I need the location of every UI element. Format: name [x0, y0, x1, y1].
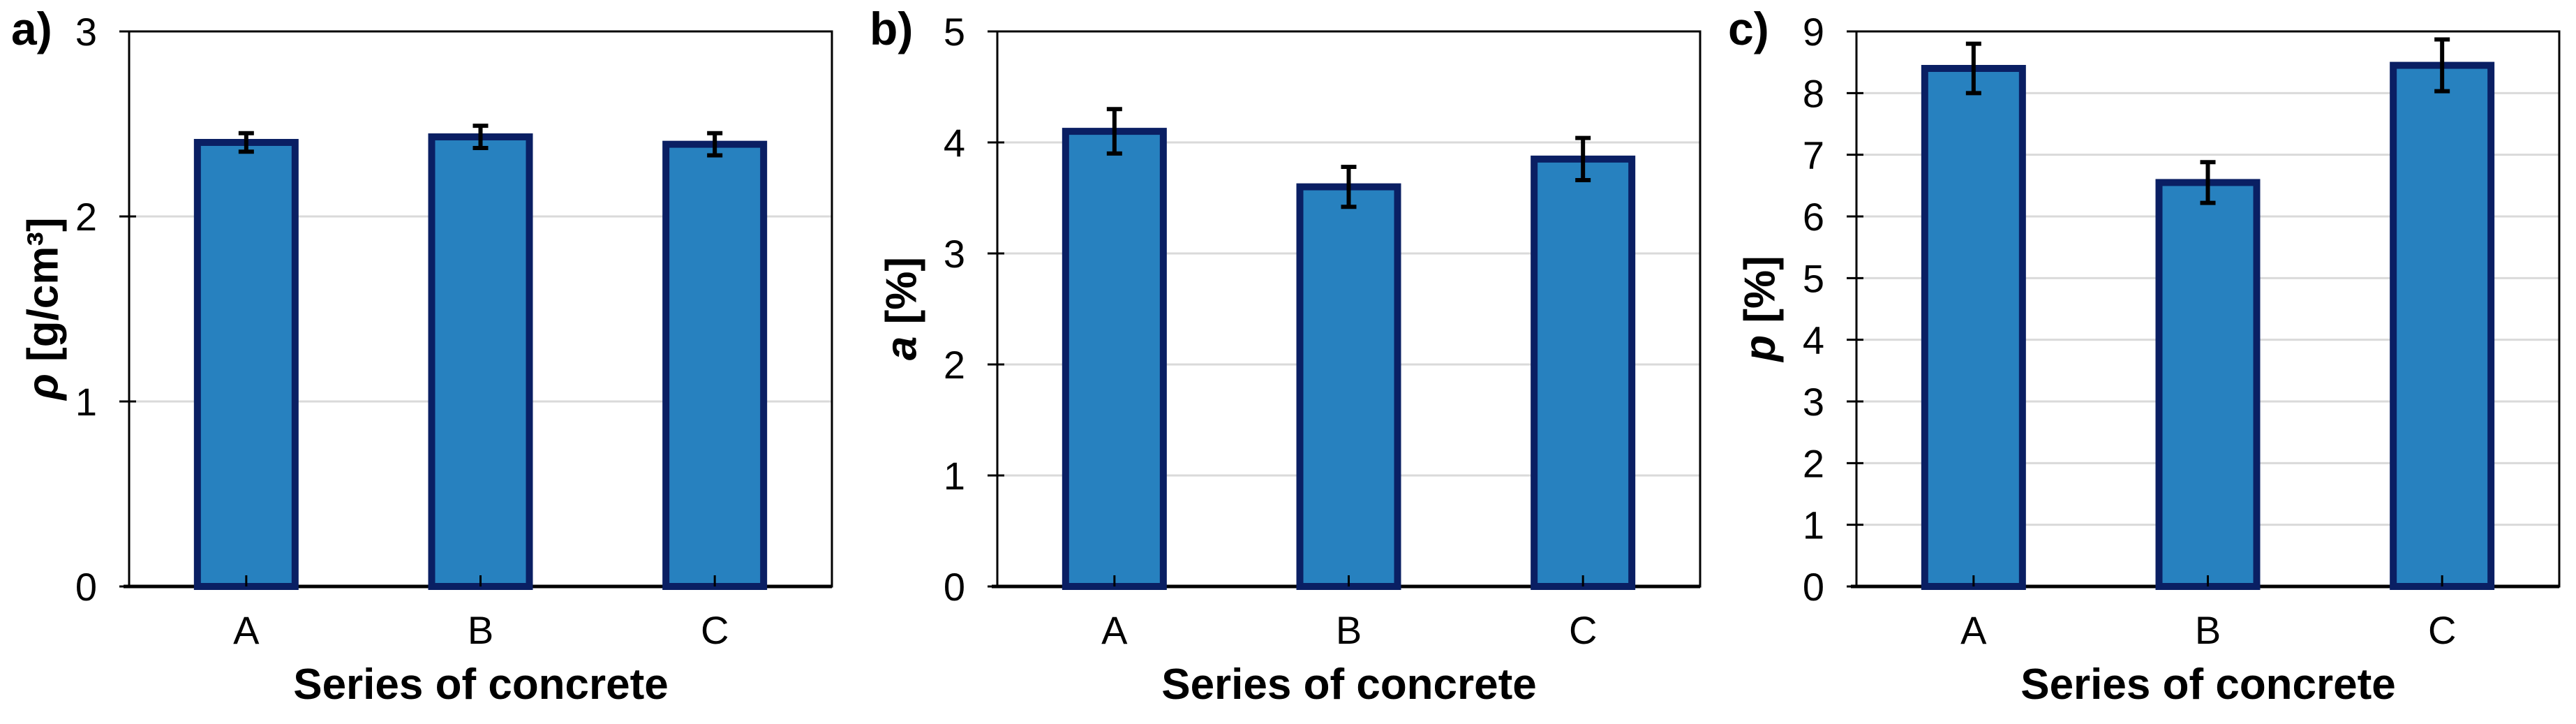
y-tick-label: 3 — [1803, 380, 1824, 424]
x-category-label-A: A — [1960, 608, 1987, 652]
bar-chart-c: 0 1 2 3 4 5 6 7 8 9 A B C — [1803, 10, 2561, 652]
y-tick-label: 0 — [1803, 565, 1824, 609]
panel-letter-a: a) — [11, 3, 52, 54]
x-category-label-C: C — [1569, 608, 1597, 652]
y-tick-label: 0 — [944, 565, 965, 609]
y-tick-label: 9 — [1803, 10, 1824, 54]
x-category-label-C: C — [701, 608, 729, 652]
y-tick-label: 6 — [1803, 195, 1824, 239]
panel-letter-c: c) — [1728, 3, 1769, 54]
y-tick-label: 1 — [75, 380, 97, 424]
bar-B — [2155, 179, 2261, 590]
y-tick-label: 1 — [944, 454, 965, 498]
y-tick-label: 5 — [1803, 256, 1824, 300]
x-category-label-C: C — [2428, 608, 2456, 652]
y-tick-label: 8 — [1803, 71, 1824, 115]
bar-A — [193, 139, 299, 590]
y-tick-label: 0 — [75, 565, 97, 609]
x-category-label-A: A — [233, 608, 260, 652]
x-category-label-B: B — [2195, 608, 2221, 652]
y-tick-label: 1 — [1803, 503, 1824, 547]
y-tick-label: 4 — [944, 121, 965, 165]
y-tick-label: 7 — [1803, 133, 1824, 177]
x-axis-title-c: Series of concrete — [2020, 660, 2396, 709]
bar-chart-b: 0 1 2 3 4 5 A B C — [944, 10, 1702, 652]
bar-C — [662, 140, 768, 590]
x-category-label-A: A — [1101, 608, 1128, 652]
x-category-label-B: B — [1336, 608, 1362, 652]
bar-A — [1921, 65, 2026, 590]
bar-A — [1062, 128, 1167, 591]
bar-C — [2390, 61, 2495, 591]
x-category-label-B: B — [468, 608, 493, 652]
y-tick-label: 5 — [944, 10, 965, 54]
bar-B — [428, 133, 533, 591]
x-axis-title-a: Series of concrete — [293, 660, 669, 709]
y-tick-label: 3 — [944, 232, 965, 276]
bar-B — [1296, 183, 1401, 591]
y-tick-label: 2 — [1803, 441, 1824, 485]
y-tick-label: 2 — [75, 195, 97, 239]
bar-C — [1531, 155, 1636, 591]
y-tick-label: 3 — [75, 10, 97, 54]
x-axis-title-b: Series of concrete — [1161, 660, 1537, 709]
panel-letter-b: b) — [870, 3, 914, 54]
y-tick-label: 4 — [1803, 318, 1824, 362]
bar-chart-a: 0 1 2 3 A B C — [75, 10, 833, 652]
y-tick-label: 2 — [944, 343, 965, 387]
